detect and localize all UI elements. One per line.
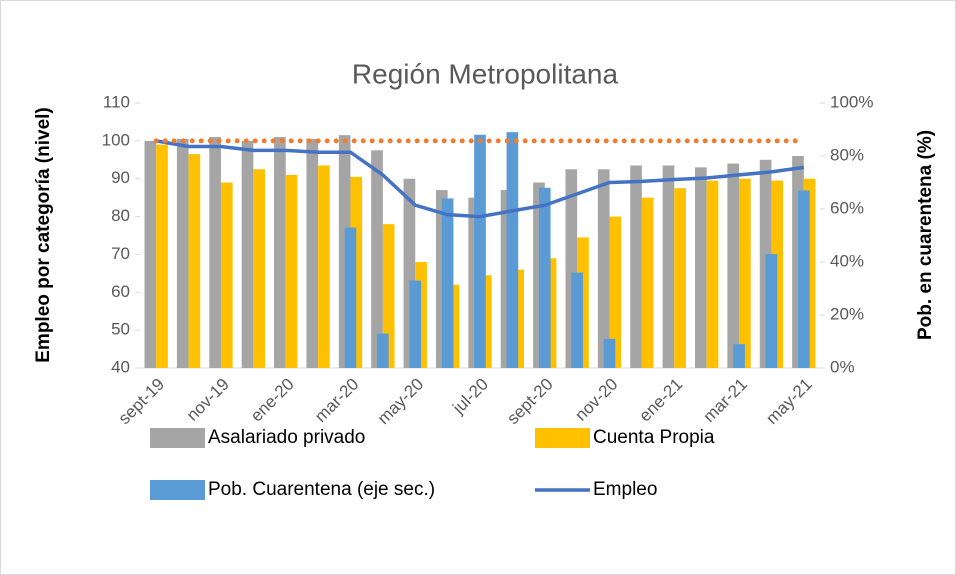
- bar: [641, 197, 654, 368]
- bar: [506, 132, 519, 368]
- bar: [144, 140, 157, 368]
- bar: [371, 150, 383, 368]
- bar: [274, 137, 286, 368]
- bar: [512, 269, 525, 368]
- y2-tick-label: 80%: [830, 145, 864, 164]
- legend-label: Cuenta Propia: [593, 427, 715, 448]
- line: [155, 139, 805, 219]
- bar: [377, 333, 389, 368]
- bar: [285, 174, 298, 368]
- y2-tick-label: 40%: [830, 251, 864, 270]
- bar: [441, 198, 454, 368]
- legend-label: Asalariado privado: [208, 427, 365, 448]
- bar: [220, 182, 233, 368]
- bar: [797, 190, 810, 368]
- bar: [156, 144, 168, 368]
- legend-swatch: [150, 428, 205, 448]
- bar: [739, 178, 751, 368]
- bar: [176, 138, 189, 368]
- y-tick-label: 60: [111, 282, 130, 301]
- chart-title: Región Metropolitana: [352, 58, 619, 89]
- y-tick-label: 80: [111, 206, 130, 225]
- y2-axis-title: Pob. en cuarentena (%): [915, 130, 936, 340]
- bar: [630, 165, 642, 368]
- y2-tick-label: 100%: [830, 92, 873, 111]
- bar: [565, 169, 578, 368]
- bar: [603, 338, 616, 368]
- y-axis-title: Empleo por categoría (nivel): [33, 107, 54, 363]
- legend-label: Pob. Cuarentena (eje sec.): [208, 479, 435, 500]
- bar: [597, 169, 610, 368]
- bar: [771, 180, 784, 368]
- y-tick-label: 100: [102, 130, 130, 149]
- bar: [318, 165, 330, 368]
- bar: [609, 216, 622, 368]
- y-tick-label: 70: [111, 244, 130, 263]
- y-tick-label: 90: [111, 168, 130, 187]
- bar: [662, 165, 675, 368]
- bar: [474, 134, 486, 368]
- y-tick-label: 40: [111, 357, 130, 376]
- legend-label: Empleo: [593, 479, 657, 500]
- bar: [409, 280, 422, 368]
- bar: [253, 169, 265, 368]
- bar: [306, 138, 319, 368]
- bar: [209, 137, 221, 368]
- bar: [765, 254, 778, 368]
- y2-tick-label: 0%: [830, 357, 855, 376]
- bar: [344, 227, 357, 368]
- y2-tick-label: 20%: [830, 304, 864, 323]
- bar: [188, 154, 201, 368]
- bar: [241, 140, 254, 368]
- bar: [695, 167, 707, 368]
- bar: [733, 344, 745, 368]
- y2-tick-label: 60%: [830, 198, 864, 217]
- bar: [727, 163, 740, 368]
- bar: [674, 188, 686, 368]
- y-tick-label: 110: [103, 92, 130, 111]
- bar: [538, 187, 551, 368]
- bar: [382, 224, 395, 368]
- bar: [571, 272, 583, 368]
- bar: [447, 284, 460, 368]
- bar: [706, 180, 719, 368]
- legend-swatch: [150, 480, 205, 500]
- y-tick-label: 50: [111, 320, 130, 339]
- legend-swatch: [535, 428, 590, 448]
- bar: [403, 178, 416, 368]
